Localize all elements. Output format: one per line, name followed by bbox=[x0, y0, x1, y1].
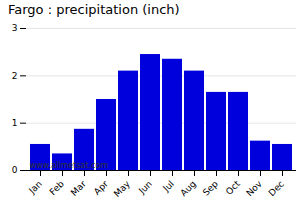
svg-text:1: 1 bbox=[12, 118, 18, 128]
svg-text:Nov: Nov bbox=[244, 178, 264, 198]
svg-text:May: May bbox=[112, 178, 133, 199]
svg-text:Jun: Jun bbox=[136, 179, 154, 197]
svg-text:2: 2 bbox=[12, 71, 18, 81]
svg-text:Jul: Jul bbox=[160, 179, 175, 194]
svg-text:Oct: Oct bbox=[224, 178, 242, 196]
svg-text:Apr: Apr bbox=[92, 179, 110, 197]
svg-text:Mar: Mar bbox=[69, 178, 88, 197]
svg-text:Jan: Jan bbox=[26, 179, 44, 197]
svg-text:0: 0 bbox=[12, 165, 18, 175]
svg-text:Sep: Sep bbox=[201, 179, 220, 198]
svg-text:Feb: Feb bbox=[48, 179, 67, 198]
html-text:Fargo : precipitation (inch): Fargo : precipitation (inch) bbox=[8, 2, 180, 17]
svg-text:Aug: Aug bbox=[178, 179, 198, 199]
svg-text:Dec: Dec bbox=[267, 179, 286, 198]
svg-text:www.allmetsat.com: www.allmetsat.com bbox=[30, 161, 109, 170]
svg-text:3: 3 bbox=[12, 23, 18, 33]
